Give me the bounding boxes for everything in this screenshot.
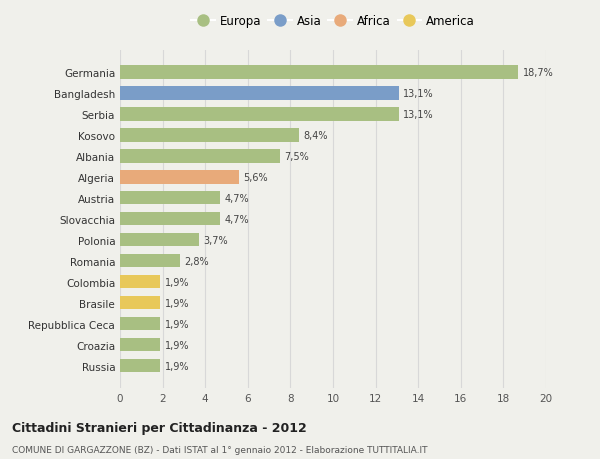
Text: 1,9%: 1,9% bbox=[165, 298, 189, 308]
Text: COMUNE DI GARGAZZONE (BZ) - Dati ISTAT al 1° gennaio 2012 - Elaborazione TUTTITA: COMUNE DI GARGAZZONE (BZ) - Dati ISTAT a… bbox=[12, 445, 427, 454]
Bar bbox=[120, 233, 199, 247]
Bar bbox=[120, 129, 299, 142]
Bar bbox=[120, 170, 239, 184]
Text: 3,7%: 3,7% bbox=[203, 235, 227, 245]
Bar bbox=[120, 87, 399, 101]
Bar bbox=[120, 66, 518, 79]
Bar bbox=[120, 108, 399, 121]
Legend: Europa, Asia, Africa, America: Europa, Asia, Africa, America bbox=[189, 12, 477, 30]
Text: 1,9%: 1,9% bbox=[165, 319, 189, 329]
Text: 4,7%: 4,7% bbox=[224, 193, 249, 203]
Bar bbox=[120, 296, 160, 310]
Text: 13,1%: 13,1% bbox=[403, 89, 434, 99]
Text: 1,9%: 1,9% bbox=[165, 340, 189, 350]
Bar bbox=[120, 213, 220, 226]
Text: 8,4%: 8,4% bbox=[303, 130, 328, 140]
Text: 18,7%: 18,7% bbox=[523, 67, 553, 78]
Bar bbox=[120, 254, 179, 268]
Text: Cittadini Stranieri per Cittadinanza - 2012: Cittadini Stranieri per Cittadinanza - 2… bbox=[12, 421, 307, 434]
Text: 7,5%: 7,5% bbox=[284, 151, 309, 162]
Bar bbox=[120, 191, 220, 205]
Bar bbox=[120, 150, 280, 163]
Text: 5,6%: 5,6% bbox=[244, 172, 268, 182]
Text: 4,7%: 4,7% bbox=[224, 214, 249, 224]
Text: 1,9%: 1,9% bbox=[165, 361, 189, 371]
Text: 2,8%: 2,8% bbox=[184, 256, 209, 266]
Bar bbox=[120, 338, 160, 352]
Text: 13,1%: 13,1% bbox=[403, 110, 434, 119]
Bar bbox=[120, 317, 160, 330]
Text: 1,9%: 1,9% bbox=[165, 277, 189, 287]
Bar bbox=[120, 275, 160, 289]
Bar bbox=[120, 359, 160, 373]
